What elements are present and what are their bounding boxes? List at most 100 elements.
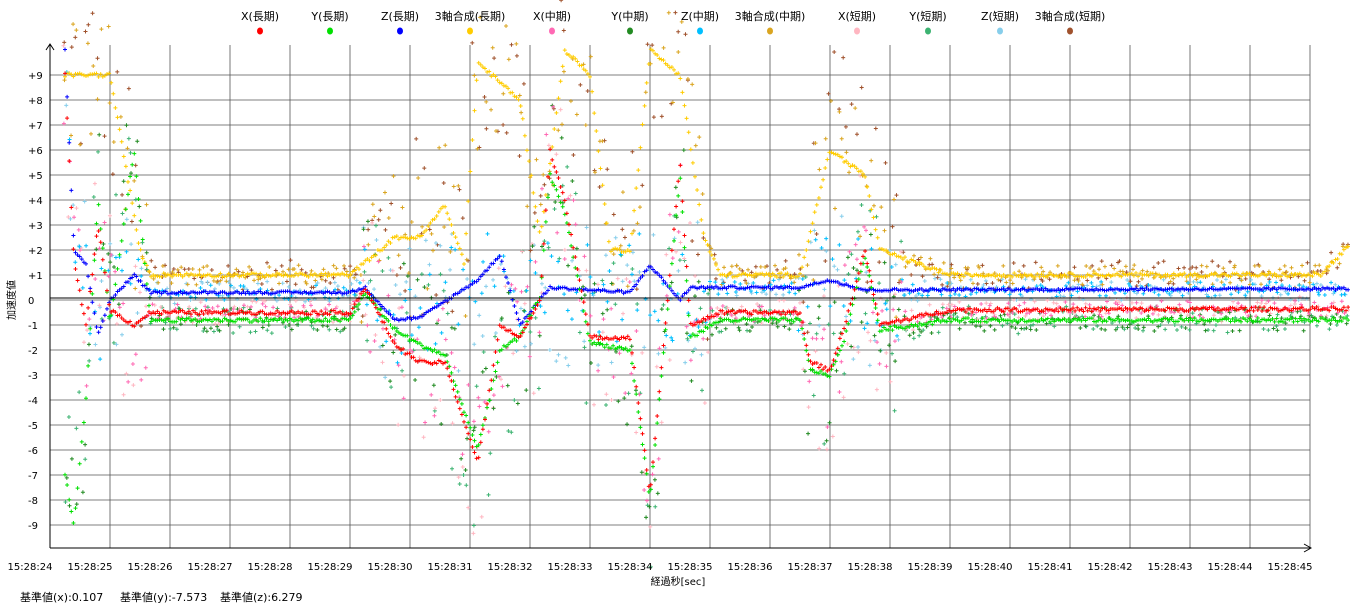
- data-point: [805, 330, 810, 335]
- data-point: [716, 320, 721, 325]
- data-point: [729, 312, 734, 317]
- data-point: [1312, 306, 1317, 311]
- data-point: [1060, 273, 1065, 278]
- data-point: [609, 346, 613, 351]
- data-point: [1103, 293, 1108, 298]
- data-point: [824, 236, 829, 241]
- data-point: [380, 268, 385, 273]
- data-point: [543, 219, 548, 224]
- data-point: [296, 318, 301, 323]
- data-point: [1333, 282, 1338, 287]
- data-point: [534, 157, 539, 162]
- legend-item: Z(中期): [681, 10, 719, 35]
- data-point: [1284, 269, 1289, 274]
- legend-item: 3軸合成(長期): [435, 9, 505, 35]
- data-point: [1274, 280, 1279, 285]
- data-point: [508, 288, 513, 293]
- data-point: [533, 259, 538, 264]
- data-point: [477, 313, 482, 318]
- data-point: [621, 335, 626, 340]
- data-point: [575, 59, 580, 64]
- data-point: [1043, 286, 1048, 291]
- data-point: [533, 302, 538, 307]
- data-point: [102, 270, 107, 275]
- data-point: [191, 289, 196, 294]
- data-point: [396, 345, 401, 350]
- data-point: [1094, 286, 1099, 291]
- data-point: [915, 324, 920, 329]
- data-point: [701, 289, 706, 294]
- data-point: [858, 269, 863, 274]
- data-point: [1115, 307, 1120, 312]
- data-point: [275, 318, 280, 323]
- data-point: [648, 524, 653, 529]
- data-point: [808, 240, 813, 245]
- data-point: [676, 268, 681, 273]
- data-point: [556, 286, 561, 291]
- data-point: [438, 206, 443, 211]
- data-point: [898, 319, 903, 324]
- data-point: [73, 35, 78, 40]
- data-point: [365, 338, 370, 343]
- data-point: [161, 318, 166, 323]
- data-point: [186, 309, 191, 314]
- data-point: [821, 177, 826, 182]
- data-point: [992, 327, 997, 332]
- data-point: [1247, 308, 1252, 313]
- data-point: [921, 313, 926, 318]
- data-point: [703, 317, 708, 322]
- data-point: [433, 341, 438, 346]
- data-point: [648, 564, 653, 569]
- data-point: [417, 341, 422, 346]
- data-point: [690, 323, 695, 328]
- data-point: [705, 242, 710, 247]
- data-point: [1005, 312, 1010, 317]
- data-point: [433, 240, 438, 245]
- data-point: [380, 313, 385, 318]
- data-point: [810, 221, 815, 226]
- data-point: [1236, 307, 1241, 312]
- data-point: [1041, 309, 1046, 314]
- data-point: [651, 48, 655, 53]
- data-point: [352, 309, 357, 314]
- data-point: [284, 279, 289, 284]
- data-point: [191, 317, 196, 322]
- data-point: [771, 278, 776, 283]
- data-point: [988, 323, 993, 328]
- data-point: [1056, 287, 1061, 292]
- data-point: [455, 241, 460, 246]
- data-point: [1029, 272, 1033, 277]
- data-point: [175, 267, 180, 272]
- data-point: [821, 367, 826, 372]
- data-point: [71, 74, 76, 79]
- data-point: [438, 398, 443, 403]
- data-point: [489, 387, 494, 392]
- data-point: [1185, 299, 1190, 304]
- data-point: [795, 316, 800, 321]
- data-point: [273, 316, 277, 321]
- data-point: [562, 48, 567, 53]
- data-point: [1264, 308, 1269, 313]
- data-point: [722, 272, 727, 277]
- data-point: [666, 10, 671, 15]
- data-point: [819, 246, 824, 251]
- data-point: [520, 116, 525, 121]
- data-point: [401, 373, 406, 378]
- data-point: [280, 269, 285, 274]
- data-point: [869, 279, 874, 284]
- data-point: [144, 267, 149, 272]
- data-point: [949, 266, 954, 271]
- data-point: [811, 277, 816, 282]
- data-point: [543, 291, 548, 296]
- data-point: [825, 373, 830, 378]
- data-point: [686, 298, 691, 303]
- data-point: [478, 440, 483, 445]
- x-tick-label: 15:28:37: [788, 562, 833, 573]
- data-point: [789, 317, 794, 322]
- data-point: [849, 102, 854, 107]
- data-point: [697, 135, 702, 140]
- data-point: [898, 255, 903, 260]
- data-point: [554, 169, 559, 174]
- data-point: [1316, 292, 1321, 297]
- data-point: [1337, 261, 1342, 266]
